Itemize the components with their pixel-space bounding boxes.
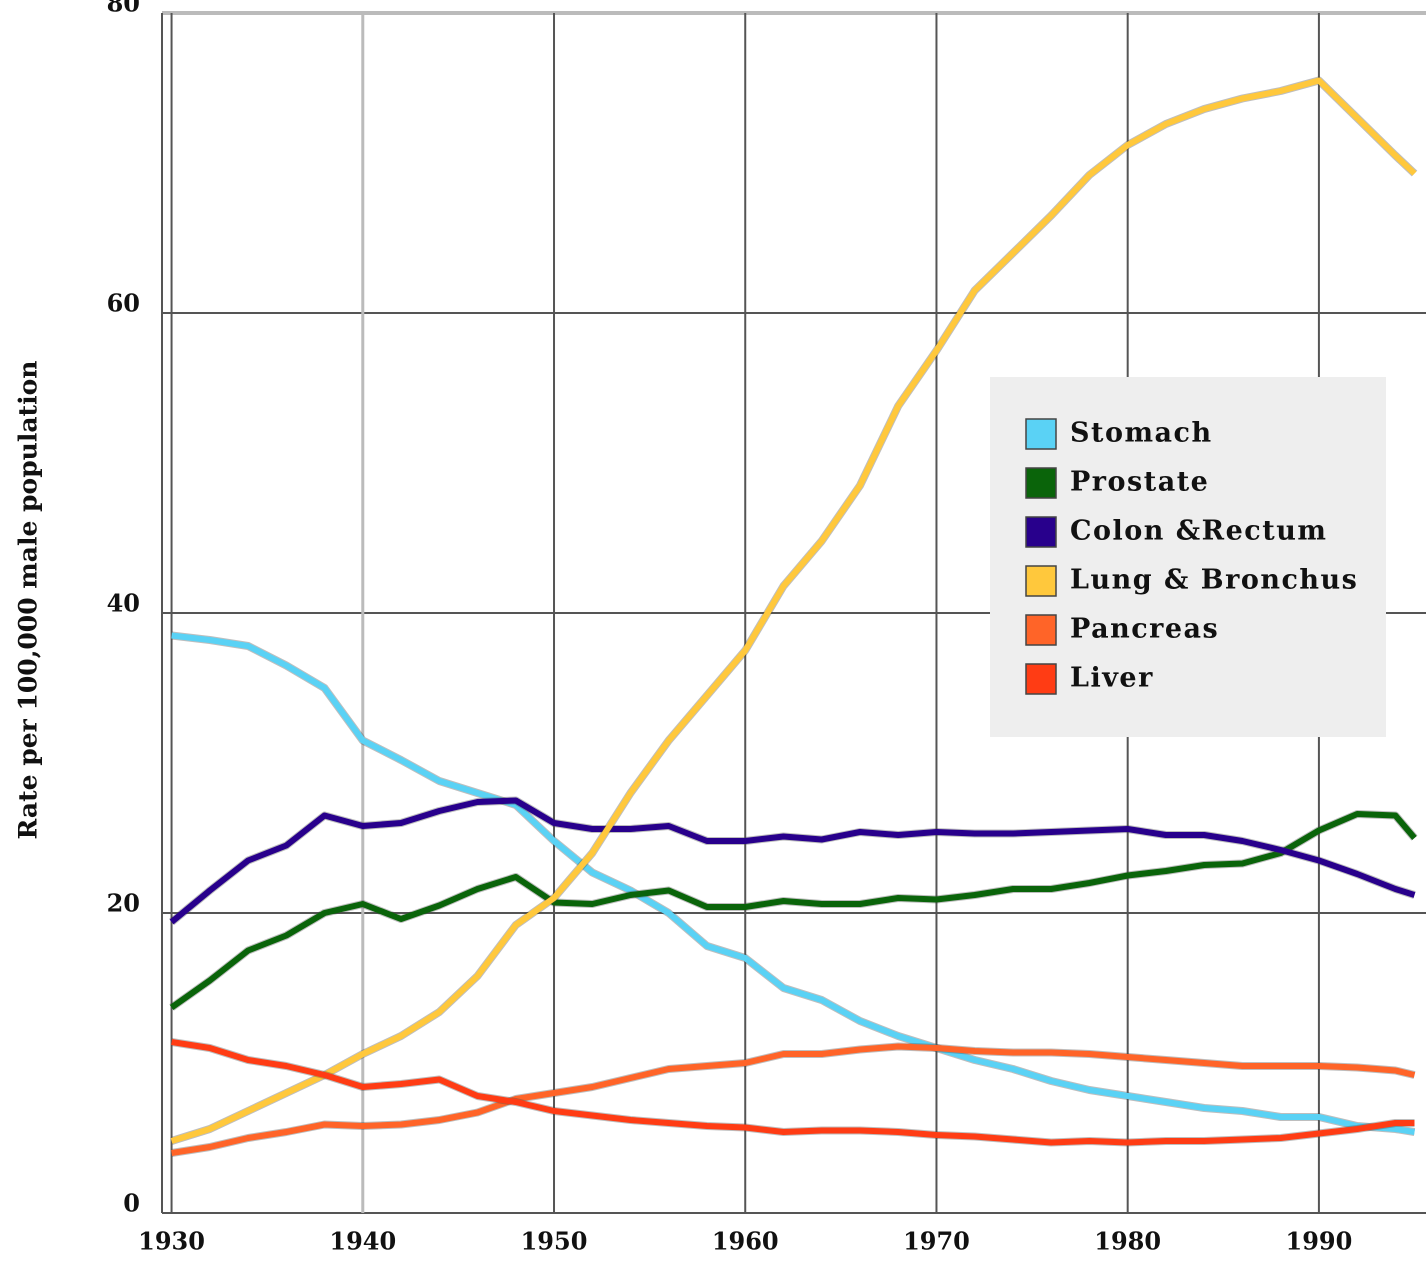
legend-swatch [1025, 663, 1057, 695]
x-tick-label: 1950 [521, 1227, 588, 1256]
series-line [171, 1043, 1416, 1156]
y-tick-label: 40 [107, 589, 140, 618]
legend-label: Prostate [1070, 467, 1209, 498]
series-line [171, 1039, 1415, 1146]
y-tick-label: 80 [107, 0, 140, 18]
series-line-outline [169, 810, 1418, 1011]
legend-swatch [1025, 467, 1057, 499]
series-line [169, 797, 1416, 925]
legend-label: Liver [1070, 663, 1154, 694]
legend-label: Pancreas [1070, 614, 1219, 645]
y-tick-label: 0 [123, 1189, 140, 1218]
x-tick-label: 1930 [138, 1227, 205, 1256]
legend-swatch [1025, 614, 1057, 646]
x-tick-label: 1960 [712, 1227, 779, 1256]
legend: Stomach Prostate Colon &Rectum Lung & Bronc… [990, 377, 1386, 737]
series-line [171, 632, 1415, 1135]
x-tick-label: 1990 [1286, 1227, 1353, 1256]
y-tick-label: 20 [107, 889, 140, 918]
series-line [169, 811, 1417, 1010]
x-tick-label: 1940 [329, 1227, 396, 1256]
series-line [170, 77, 1417, 1144]
legend-swatch [1025, 516, 1057, 548]
y-tick-label: 60 [107, 289, 140, 318]
legend-label: Lung & Bronchus [1070, 565, 1358, 596]
legend-swatch [1025, 418, 1057, 450]
x-tick-label: 1970 [903, 1227, 970, 1256]
legend-label: Stomach [1070, 418, 1213, 449]
legend-swatch [1025, 565, 1057, 597]
legend-label: Colon &Rectum [1070, 516, 1327, 547]
y-axis-label: Rate per 100,000 male population [14, 361, 43, 840]
x-tick-label: 1980 [1094, 1227, 1161, 1256]
